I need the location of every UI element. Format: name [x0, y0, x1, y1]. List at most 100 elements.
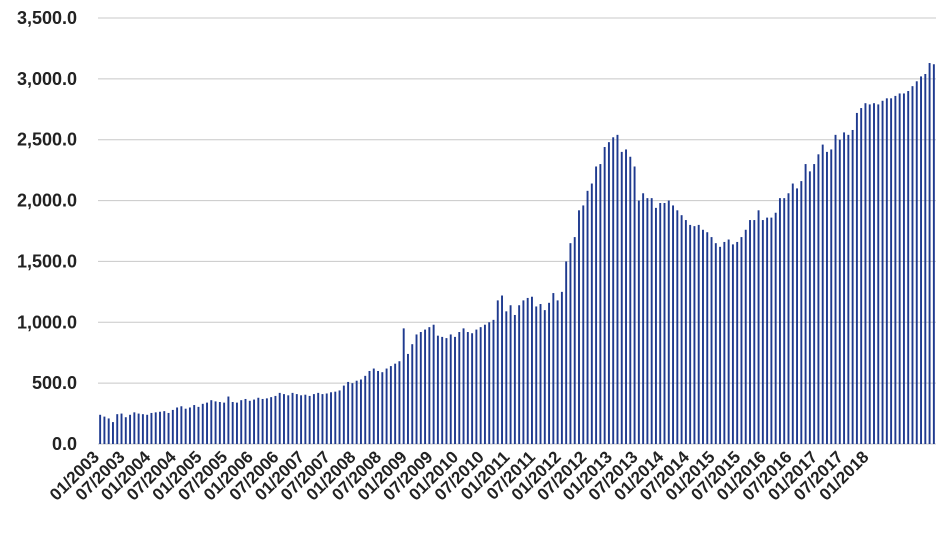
- bar: [428, 327, 431, 444]
- bar: [295, 394, 298, 444]
- bar: [112, 422, 114, 444]
- bar: [398, 361, 401, 444]
- bar: [800, 181, 803, 444]
- bar: [407, 353, 409, 444]
- bar: [454, 336, 456, 444]
- bar: [188, 407, 191, 444]
- bar: [757, 210, 760, 444]
- bar: [479, 327, 482, 444]
- y-axis-ticks: 0.0 500.0 1,000.0 1,500.0 2,000.0 2,500.0 3,00…: [17, 8, 77, 454]
- bar: [283, 394, 285, 444]
- bar: [723, 241, 726, 444]
- bar: [244, 398, 247, 444]
- bar: [659, 203, 662, 444]
- bar: [620, 151, 623, 444]
- bar: [727, 239, 730, 444]
- bar: [167, 412, 170, 444]
- bar: [616, 134, 619, 444]
- bar: [753, 220, 756, 444]
- bar: [124, 417, 127, 444]
- bar: [526, 297, 529, 444]
- bar: [402, 328, 405, 444]
- y-tick-label: 500.0: [32, 373, 77, 393]
- bar: [265, 398, 268, 444]
- bar: [744, 229, 747, 444]
- bar: [419, 332, 422, 444]
- y-tick-label: 2,500.0: [17, 130, 77, 150]
- bar: [197, 406, 200, 444]
- bar: [710, 237, 713, 444]
- bar: [488, 322, 491, 444]
- bar: [99, 414, 102, 444]
- bar: [201, 403, 204, 444]
- bar: [774, 212, 777, 444]
- bar: [274, 395, 277, 444]
- bar: [539, 304, 542, 444]
- bar: [586, 190, 589, 444]
- bar: [338, 390, 341, 444]
- bar: [415, 334, 418, 444]
- bar: [851, 129, 854, 445]
- bar: [548, 302, 551, 444]
- bar: [595, 166, 598, 445]
- bar: [137, 413, 140, 444]
- bar: [787, 193, 790, 444]
- bar: [697, 224, 700, 444]
- bar: [321, 394, 324, 444]
- bar: [761, 220, 764, 444]
- bar: [749, 220, 751, 444]
- bar: [650, 198, 653, 444]
- bar: [804, 164, 807, 444]
- bar: [736, 241, 739, 444]
- bar: [411, 344, 414, 444]
- bar: [603, 147, 606, 444]
- bar: [676, 210, 679, 444]
- bar: [103, 416, 106, 444]
- bar: [766, 217, 769, 444]
- bar: [625, 149, 627, 444]
- bar: [522, 300, 525, 444]
- bar: [719, 246, 722, 444]
- bar: [830, 149, 833, 444]
- bar: [860, 108, 863, 444]
- bar: [599, 164, 602, 444]
- bar: [569, 243, 572, 444]
- bar: [116, 414, 119, 444]
- bar: [342, 385, 345, 444]
- bar: [458, 332, 461, 444]
- bar: [355, 380, 358, 444]
- bar: [347, 381, 350, 444]
- bar: [505, 311, 508, 444]
- bar: [663, 203, 666, 444]
- bar: [890, 98, 893, 444]
- bar: [394, 363, 397, 444]
- y-tick-label: 2,000.0: [17, 191, 77, 211]
- bar: [253, 399, 256, 444]
- bar: [449, 334, 452, 444]
- bar: [475, 329, 478, 444]
- bar: [843, 132, 846, 444]
- bar: [907, 91, 910, 444]
- bar: [531, 296, 533, 444]
- bar: [714, 243, 717, 444]
- bar: [308, 395, 311, 444]
- bar: [684, 220, 687, 444]
- bar: [351, 383, 354, 444]
- bar: [654, 207, 657, 444]
- bar: [838, 139, 841, 444]
- bar: [646, 198, 649, 444]
- bar: [791, 183, 794, 444]
- bar: [834, 134, 837, 444]
- bar: [637, 200, 640, 444]
- bar: [180, 406, 183, 444]
- bar: [146, 414, 149, 444]
- bar: [629, 156, 632, 444]
- bar: [924, 73, 927, 445]
- bar: [672, 205, 675, 444]
- bar: [877, 104, 880, 445]
- gridlines: [98, 17, 936, 445]
- bar: [731, 244, 734, 444]
- bar: [334, 391, 337, 444]
- bar: [915, 81, 918, 444]
- bar: [885, 98, 888, 444]
